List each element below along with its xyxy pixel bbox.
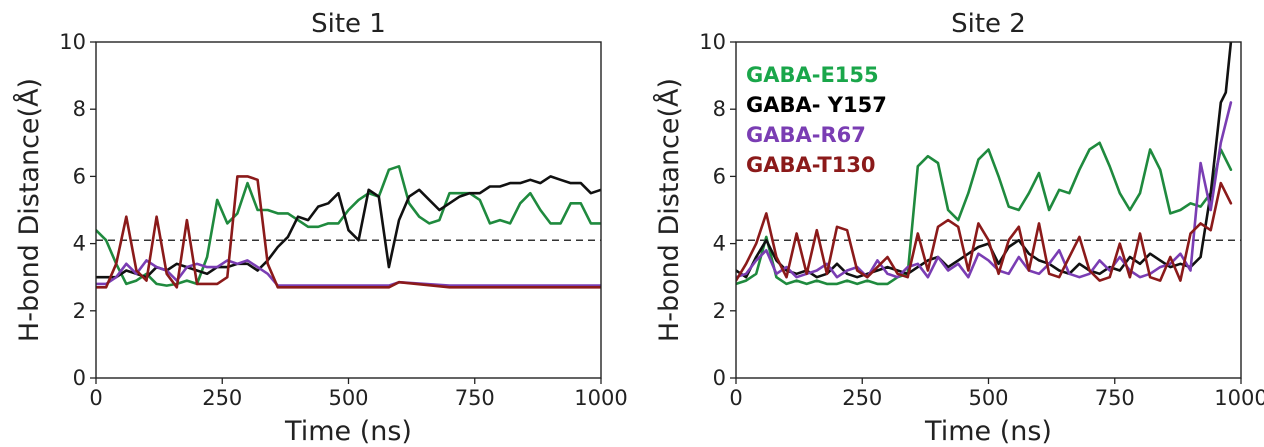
y-tick-label: 10 <box>59 30 86 54</box>
series-line-1 <box>96 165 601 287</box>
x-tick-label: 250 <box>202 386 242 410</box>
chart-2: Site 2 0 250 500 750 1000 0 2 4 6 8 10 Time (ns) H-bo… <box>653 9 1264 447</box>
y-tick-label: 4 <box>713 232 726 256</box>
y-tick-label: 2 <box>73 299 86 323</box>
y-tick-label: 6 <box>713 164 726 188</box>
series-group <box>96 165 601 289</box>
chart-title: Site 2 <box>951 9 1026 39</box>
y-tick-label: 10 <box>699 30 726 54</box>
x-tick-label: 0 <box>89 386 102 410</box>
y-axis-label: H-bond Distance(Å) <box>653 78 685 342</box>
series-line-2 <box>96 175 601 279</box>
series-line-4 <box>736 181 1233 282</box>
x-tick-label: 750 <box>455 386 495 410</box>
series-line-4 <box>96 175 601 289</box>
series-line-1 <box>736 141 1233 286</box>
legend-entry: GABA- Y157 <box>746 93 887 117</box>
y-tick-label: 8 <box>73 97 86 121</box>
chart-title: Site 1 <box>311 9 386 39</box>
y-tick-label: 0 <box>713 366 726 390</box>
legend-entry: GABA-E155 <box>746 63 879 87</box>
x-axis-label: Time (ns) <box>284 416 412 447</box>
y-tick-label: 4 <box>73 232 86 256</box>
x-tick-label: 250 <box>842 386 882 410</box>
chart-1: Site 1 0 250 500 750 1000 0 2 4 6 8 10 Time (ns) H-bo… <box>13 9 628 447</box>
y-axis-label: H-bond Distance(Å) <box>13 78 45 342</box>
legend-entry: GABA-R67 <box>746 123 866 147</box>
legend-entry: GABA-T130 <box>746 153 876 177</box>
x-axis-label: Time (ns) <box>924 416 1052 447</box>
y-tick-label: 2 <box>713 299 726 323</box>
y-tick-label: 6 <box>73 164 86 188</box>
x-tick-label: 0 <box>729 386 742 410</box>
x-tick-label: 500 <box>968 386 1008 410</box>
x-tick-label: 1000 <box>574 386 627 410</box>
y-tick-label: 0 <box>73 366 86 390</box>
x-tick-label: 1000 <box>1214 386 1264 410</box>
x-tick-label: 500 <box>328 386 368 410</box>
series-group <box>736 42 1233 286</box>
y-tick-label: 8 <box>713 97 726 121</box>
x-tick-label: 750 <box>1095 386 1135 410</box>
